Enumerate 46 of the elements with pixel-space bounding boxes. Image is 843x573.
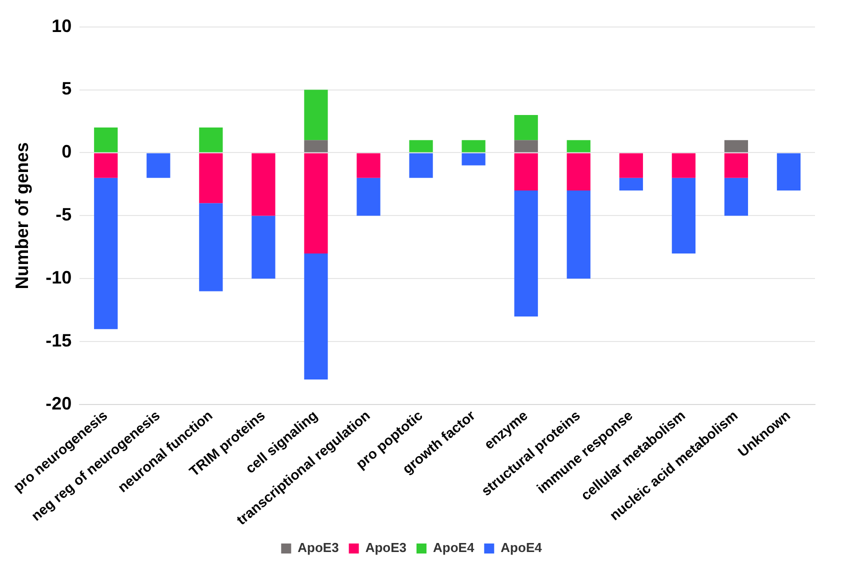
bar — [566, 153, 590, 191]
y-tick-label: 10 — [52, 16, 72, 36]
y-tick-label: -20 — [46, 394, 72, 414]
bar — [304, 90, 328, 140]
y-tick-label: -15 — [46, 330, 72, 351]
bar — [199, 203, 223, 292]
bar — [304, 253, 328, 380]
bar — [94, 153, 118, 178]
bar — [724, 140, 748, 152]
bar — [566, 140, 590, 152]
bar — [462, 140, 486, 152]
bar — [514, 140, 538, 152]
y-tick-label: -5 — [56, 204, 72, 225]
bar — [566, 190, 590, 279]
legend-label: ApoE4 — [433, 540, 475, 556]
bar — [356, 153, 380, 178]
bar — [514, 114, 538, 140]
bar — [619, 153, 643, 178]
bar — [146, 153, 170, 178]
bar — [252, 153, 276, 216]
bar — [199, 128, 223, 152]
bar — [409, 140, 433, 152]
legend-label: ApoE3 — [298, 540, 339, 556]
legend-label: ApoE3 — [365, 540, 406, 556]
bar — [724, 153, 748, 178]
bar — [672, 178, 696, 254]
bar — [304, 153, 328, 254]
bar — [94, 178, 118, 330]
y-tick-label: 0 — [62, 142, 72, 162]
bar — [514, 190, 538, 316]
bar — [252, 216, 276, 279]
bar — [724, 178, 748, 216]
bar — [776, 153, 801, 191]
y-tick-label: -10 — [46, 268, 72, 288]
bar — [409, 153, 433, 178]
bar — [199, 153, 223, 204]
y-tick-label: 5 — [62, 78, 72, 99]
y-axis-title: Number of genes — [12, 142, 32, 290]
bar — [514, 153, 538, 191]
bar — [304, 140, 328, 152]
bar — [462, 153, 486, 166]
legend-label: ApoE4 — [500, 540, 543, 556]
bar — [672, 153, 696, 178]
bar — [356, 178, 380, 216]
bar — [619, 178, 643, 191]
bar — [94, 128, 118, 152]
